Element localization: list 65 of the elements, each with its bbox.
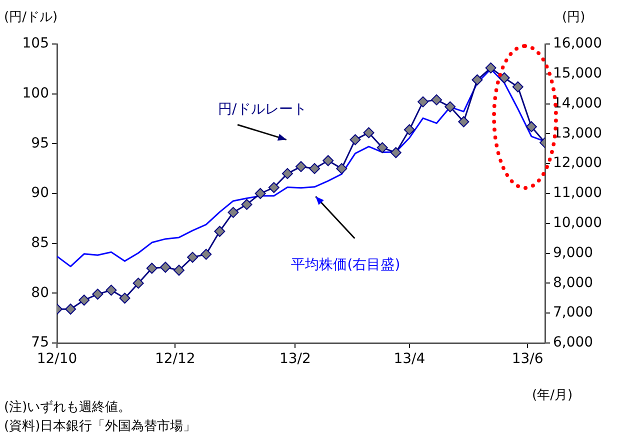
x-tick-label: 13/4 bbox=[394, 351, 426, 368]
point bbox=[132, 278, 144, 289]
point bbox=[228, 206, 239, 218]
point bbox=[146, 262, 158, 274]
point bbox=[254, 188, 266, 199]
point bbox=[322, 155, 334, 166]
y-tick-label: 100 bbox=[22, 85, 49, 102]
point bbox=[65, 304, 76, 315]
point bbox=[309, 163, 320, 174]
point bbox=[498, 72, 510, 84]
point bbox=[472, 74, 483, 86]
x-axis-title: (年/月) bbox=[532, 387, 573, 404]
point bbox=[444, 101, 456, 112]
point bbox=[458, 116, 470, 128]
point bbox=[241, 198, 252, 210]
point bbox=[174, 264, 184, 276]
point bbox=[376, 142, 388, 154]
y2-tick-label: 13,000 bbox=[553, 125, 602, 142]
point bbox=[512, 81, 524, 92]
y-tick-label: 105 bbox=[22, 36, 49, 52]
x-tick-label: 13/2 bbox=[279, 351, 311, 368]
y2-tick-label: 16,000 bbox=[553, 36, 602, 52]
point bbox=[119, 292, 130, 304]
point bbox=[78, 294, 90, 306]
point bbox=[418, 96, 428, 108]
y2-tick-label: 8,000 bbox=[553, 274, 594, 291]
point bbox=[431, 94, 442, 106]
y-tick-label: 90 bbox=[31, 185, 49, 202]
y2-tick-label: 7,000 bbox=[553, 304, 594, 321]
point bbox=[526, 121, 537, 132]
y-tick-label: 95 bbox=[31, 135, 49, 152]
y2-tick-label: 12,000 bbox=[553, 155, 602, 172]
point bbox=[187, 252, 198, 263]
y2-tick-label: 11,000 bbox=[553, 185, 602, 202]
point bbox=[390, 147, 402, 158]
y-tick-label: 80 bbox=[31, 284, 49, 301]
text: 円/ドルレート bbox=[218, 101, 307, 118]
point bbox=[160, 262, 171, 273]
x-tick-label: 12/12 bbox=[154, 351, 196, 368]
text: (注)いずれも週終値。 bbox=[4, 399, 132, 416]
point bbox=[92, 288, 104, 300]
x-tick-label: 13/6 bbox=[512, 351, 544, 368]
point bbox=[268, 182, 280, 194]
x-tick-label: 12/10 bbox=[36, 351, 78, 368]
point bbox=[404, 124, 415, 136]
y2-tick-label: 14,000 bbox=[553, 95, 602, 112]
y2-tick-label: 15,000 bbox=[553, 66, 602, 82]
y2-axis-title: (円) bbox=[562, 9, 586, 26]
text: 平均株価(右目盛) bbox=[291, 256, 400, 273]
point bbox=[282, 168, 293, 180]
point bbox=[106, 284, 117, 296]
point bbox=[363, 127, 374, 138]
point bbox=[350, 134, 361, 146]
y-axis-title: (円/ドル) bbox=[4, 9, 58, 26]
y-tick-label: 75 bbox=[31, 334, 49, 351]
point bbox=[296, 161, 306, 172]
text: (資料)日本銀行「外国為替市場」 bbox=[4, 418, 196, 435]
y-tick-label: 85 bbox=[31, 234, 49, 251]
point bbox=[485, 62, 496, 74]
y2-tick-label: 9,000 bbox=[553, 244, 594, 261]
y2-tick-label: 6,000 bbox=[553, 334, 594, 351]
y2-tick-label: 10,000 bbox=[553, 215, 602, 232]
point bbox=[200, 248, 212, 260]
point bbox=[214, 226, 226, 237]
point bbox=[336, 163, 348, 174]
